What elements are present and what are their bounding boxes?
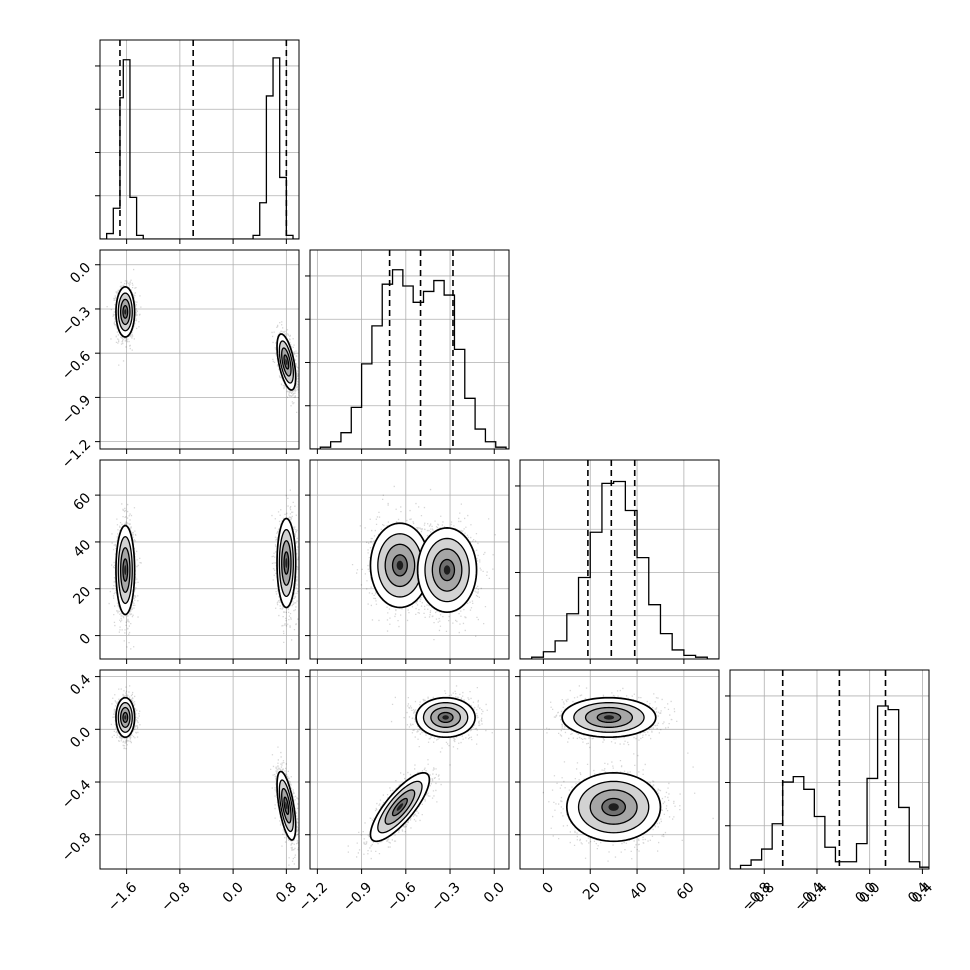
density-content bbox=[108, 489, 299, 650]
histogram-step bbox=[310, 269, 509, 449]
density-panel-r3-c2 bbox=[305, 459, 510, 664]
y-tick-label: −0.4 bbox=[59, 777, 94, 812]
density-panel-r4-c3 bbox=[515, 669, 720, 874]
histogram-step bbox=[520, 480, 719, 659]
density-level bbox=[396, 803, 404, 811]
density-panel-r3-c1 bbox=[95, 459, 300, 664]
density-panel-r4-c2 bbox=[305, 669, 510, 874]
x-tick-label: −0.9 bbox=[340, 879, 375, 914]
histogram-frame bbox=[519, 459, 720, 660]
histogram-frame bbox=[729, 669, 930, 870]
x-tick-label: 0.0 bbox=[481, 879, 508, 906]
density-frame bbox=[309, 669, 510, 870]
density-level bbox=[608, 803, 619, 811]
x-tick-label: −0.4 bbox=[795, 879, 830, 914]
y-tick-label: −0.8 bbox=[59, 830, 94, 865]
histogram-panel-2 bbox=[305, 249, 510, 454]
scatter-points bbox=[106, 268, 299, 413]
histogram-panel-1 bbox=[95, 39, 300, 244]
histogram-frame bbox=[309, 249, 510, 450]
scatter-points bbox=[108, 489, 299, 650]
x-tick-label: −0.8 bbox=[158, 879, 193, 914]
histogram-step bbox=[730, 705, 929, 869]
density-content bbox=[110, 685, 299, 866]
density-level bbox=[442, 715, 449, 720]
density-frame bbox=[99, 459, 300, 660]
density-level bbox=[285, 801, 288, 810]
density-content bbox=[106, 268, 299, 413]
y-tick-label: 60 bbox=[70, 490, 94, 514]
histogram-step bbox=[100, 57, 299, 239]
density-level bbox=[124, 715, 127, 720]
y-tick-label: −0.9 bbox=[59, 392, 94, 427]
y-tick-label: 40 bbox=[70, 537, 94, 561]
density-level bbox=[603, 715, 615, 720]
density-level bbox=[285, 358, 288, 366]
density-level bbox=[285, 558, 288, 568]
y-tick-label: −1.2 bbox=[59, 437, 94, 472]
density-level bbox=[124, 565, 127, 575]
x-tick-label: −0.3 bbox=[428, 879, 463, 914]
x-tick-label: 0.0 bbox=[220, 879, 247, 906]
y-tick-label: −0.3 bbox=[59, 304, 94, 339]
x-tick-label: −1.6 bbox=[105, 879, 140, 914]
density-level bbox=[396, 560, 404, 570]
x-tick-label: −0.6 bbox=[384, 879, 419, 914]
density-content bbox=[542, 685, 714, 862]
y-tick-label: 0.0 bbox=[67, 724, 94, 751]
density-panel-r2-c1 bbox=[95, 249, 300, 454]
x-tick-label: 40 bbox=[627, 879, 651, 903]
density-content bbox=[351, 485, 496, 641]
y-tick-label: 20 bbox=[70, 584, 94, 608]
tick-labels: −1.2 −0.9 −0.6 −0.3 0.0 0 20 40 60 −0.8 −0.4 0.0 0.4… bbox=[59, 260, 936, 915]
density-panel-r4-c1 bbox=[95, 669, 300, 874]
histogram-panel-3 bbox=[515, 459, 720, 664]
y-tick-label: 0.0 bbox=[67, 260, 94, 287]
x-tick-label: 60 bbox=[674, 879, 698, 903]
x-tick-label: 20 bbox=[580, 879, 604, 903]
histogram-frame bbox=[99, 39, 300, 240]
x-tick-label: −0.8 bbox=[743, 879, 778, 914]
x-tick-label: −1.2 bbox=[296, 879, 331, 914]
y-tick-label: 0 bbox=[77, 631, 95, 649]
histogram-panel-4: −0.8 −0.4 0.0 0.4 bbox=[725, 669, 932, 915]
density-frame bbox=[99, 669, 300, 870]
x-tick-label: 0 bbox=[540, 879, 558, 897]
y-tick-label: 0.4 bbox=[67, 672, 94, 699]
y-tick-label: −0.6 bbox=[59, 348, 94, 383]
density-level bbox=[443, 565, 451, 575]
density-frame bbox=[99, 249, 300, 450]
density-level bbox=[124, 309, 127, 315]
density-frame bbox=[309, 459, 510, 660]
density-frame bbox=[519, 669, 720, 870]
scatter-points bbox=[110, 685, 299, 866]
density-content bbox=[347, 685, 493, 860]
